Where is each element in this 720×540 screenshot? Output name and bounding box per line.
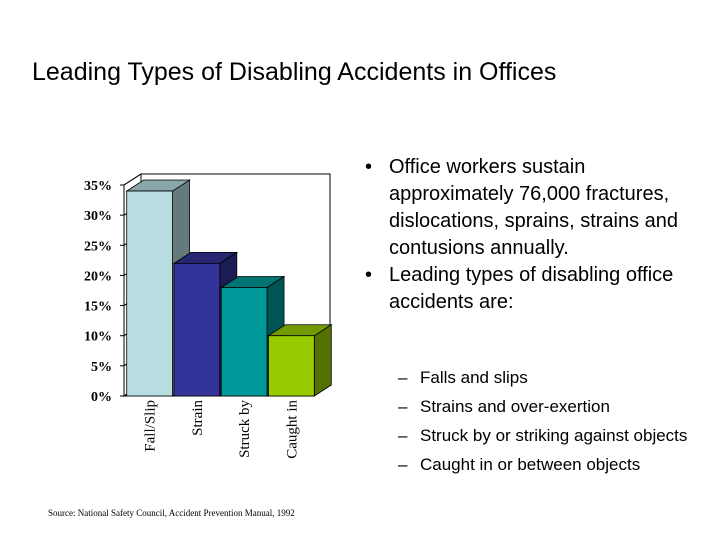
bar [173,262,221,397]
y-tick-label: 30% [84,209,112,224]
y-tick-label: 10% [84,330,112,345]
sub-bullet-list: Falls and slips Strains and over-exertio… [398,366,718,482]
bullet-item: Leading types of disabling office accide… [362,262,712,316]
y-tick-label: 20% [84,269,112,284]
y-tick-depth [123,173,142,186]
y-tick-label: 25% [84,239,112,254]
x-category-label: Fall/Slip [143,400,159,452]
y-tick-label: 35% [84,179,112,194]
bullet-item: Office workers sustain approximately 76,… [362,154,712,262]
bar [126,190,173,397]
sub-bullet-item: Strains and over-exertion [398,395,718,418]
sub-bullet-item: Falls and slips [398,366,718,389]
sub-bullet-item: Caught in or between objects [398,453,718,476]
slide-title: Leading Types of Disabling Accidents in … [32,58,557,86]
bullet-list: Office workers sustain approximately 76,… [362,154,712,316]
x-category-label: Caught in [284,400,300,459]
y-tick-label: 0% [91,390,112,405]
x-category-label: Strain [190,400,206,436]
x-category-label: Struck by [237,400,253,458]
y-tick-label: 15% [84,300,112,315]
y-tick-label: 5% [91,360,112,375]
bar [268,335,315,397]
bar [220,287,268,397]
source-note: Source: National Safety Council, Acciden… [48,508,295,518]
sub-bullet-item: Struck by or striking against objects [398,424,718,447]
bar-side [313,323,332,397]
